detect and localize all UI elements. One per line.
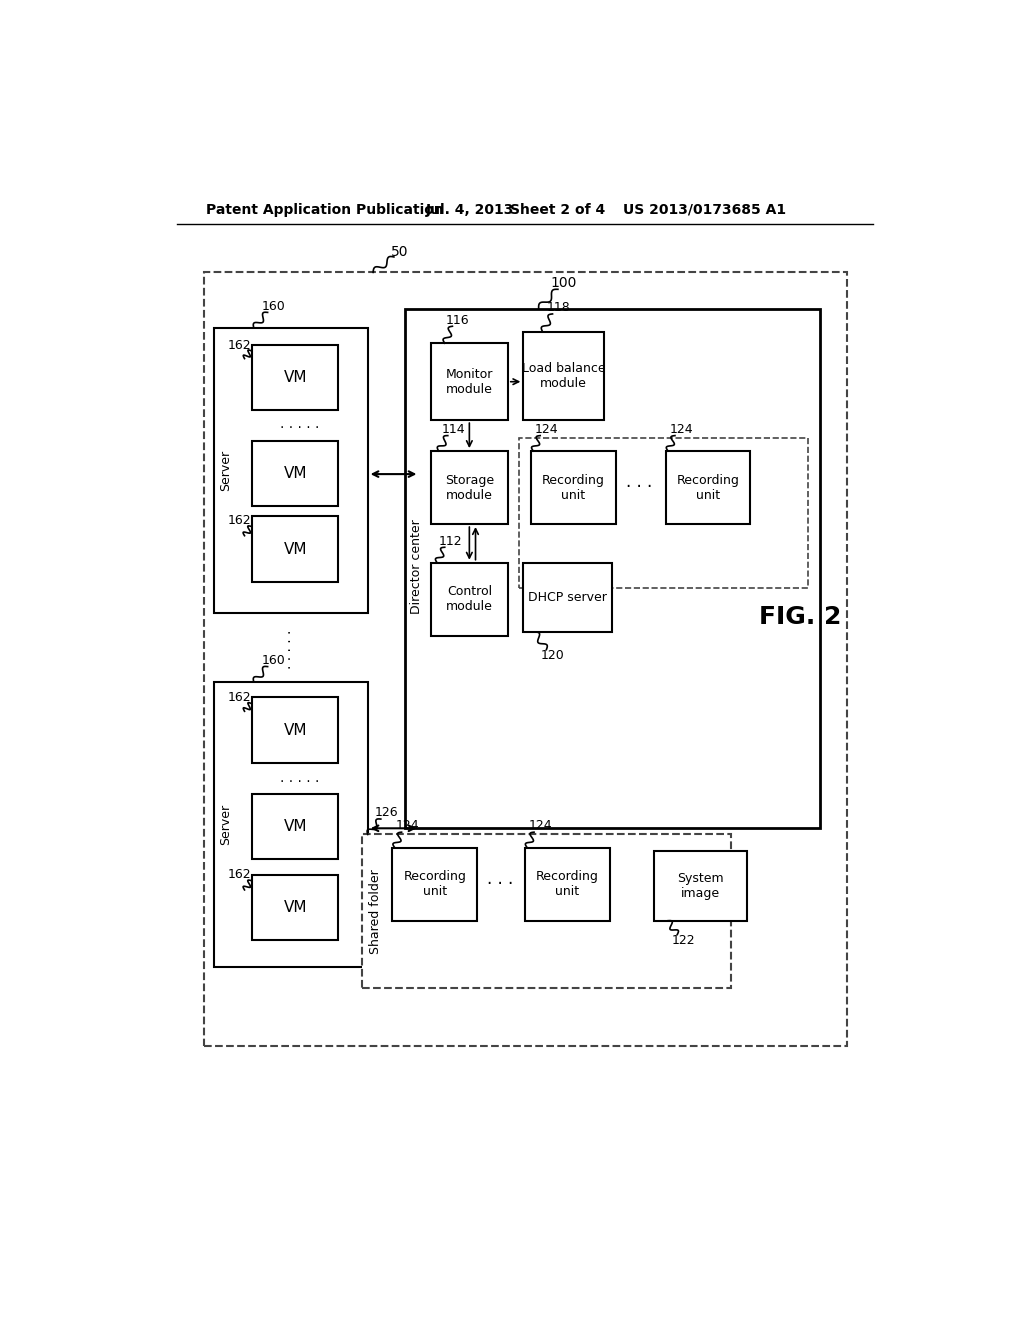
Text: Jul. 4, 2013: Jul. 4, 2013	[425, 203, 514, 216]
Text: Server: Server	[219, 804, 232, 845]
Bar	[252, 345, 339, 411]
Text: · · · · ·: · · · · ·	[284, 630, 298, 669]
Bar	[404, 309, 820, 829]
Text: 124: 124	[396, 820, 420, 833]
Text: 160: 160	[262, 653, 286, 667]
Text: FIG. 2: FIG. 2	[759, 605, 842, 628]
Bar	[214, 682, 368, 966]
Text: Storage
module: Storage module	[444, 474, 494, 502]
Text: Director center: Director center	[411, 519, 424, 614]
Text: VM: VM	[284, 466, 307, 482]
Text: 160: 160	[262, 300, 286, 313]
Text: VM: VM	[284, 722, 307, 738]
Bar	[531, 451, 615, 524]
Text: 162: 162	[227, 690, 251, 704]
Text: Patent Application Publication: Patent Application Publication	[206, 203, 443, 216]
Text: Shared folder: Shared folder	[369, 869, 382, 954]
Bar	[252, 441, 339, 507]
Text: US 2013/0173685 A1: US 2013/0173685 A1	[624, 203, 786, 216]
Bar	[252, 875, 339, 940]
Text: Recording
unit: Recording unit	[403, 870, 466, 898]
Bar	[519, 438, 808, 589]
Bar	[666, 451, 751, 524]
Text: Recording
unit: Recording unit	[536, 870, 599, 898]
Text: Control
module: Control module	[445, 585, 493, 614]
Text: VM: VM	[284, 541, 307, 557]
Text: 114: 114	[442, 422, 466, 436]
Text: 120: 120	[541, 649, 564, 663]
Text: · · · · ·: · · · · ·	[281, 775, 319, 789]
Text: Server: Server	[219, 450, 232, 491]
Text: DHCP server: DHCP server	[528, 591, 607, 603]
Bar	[392, 847, 477, 921]
Text: 100: 100	[551, 276, 578, 290]
Bar	[205, 272, 847, 1047]
Bar	[431, 451, 508, 524]
Bar	[431, 343, 508, 420]
Text: Sheet 2 of 4: Sheet 2 of 4	[510, 203, 605, 216]
Text: 122: 122	[672, 935, 695, 948]
Text: VM: VM	[284, 818, 307, 834]
Text: 124: 124	[670, 422, 693, 436]
Bar	[252, 697, 339, 763]
Text: Monitor
module: Monitor module	[445, 368, 493, 396]
Text: Recording
unit: Recording unit	[542, 474, 605, 502]
Bar	[523, 331, 604, 420]
Text: 124: 124	[535, 422, 558, 436]
Text: · · ·: · · ·	[626, 478, 652, 496]
Text: 162: 162	[227, 869, 251, 880]
Text: · · ·: · · ·	[487, 875, 513, 892]
Text: 112: 112	[439, 535, 463, 548]
Bar	[252, 516, 339, 582]
Text: 162: 162	[227, 339, 251, 352]
Bar	[361, 834, 731, 989]
Text: Recording
unit: Recording unit	[677, 474, 739, 502]
Text: · · · · ·: · · · · ·	[281, 421, 319, 434]
Text: VM: VM	[284, 900, 307, 915]
Bar	[523, 562, 611, 632]
Bar	[214, 327, 368, 612]
Text: Load balance
module: Load balance module	[522, 362, 605, 389]
Text: VM: VM	[284, 370, 307, 385]
Text: 116: 116	[446, 314, 470, 326]
Bar	[431, 562, 508, 636]
Bar	[524, 847, 609, 921]
Bar	[654, 851, 746, 921]
Text: 118: 118	[547, 301, 570, 314]
Text: 126: 126	[375, 807, 398, 820]
Text: 50: 50	[391, 246, 409, 259]
Text: 124: 124	[528, 820, 552, 833]
Bar	[252, 793, 339, 859]
Text: System
image: System image	[677, 873, 724, 900]
Text: 162: 162	[227, 513, 251, 527]
